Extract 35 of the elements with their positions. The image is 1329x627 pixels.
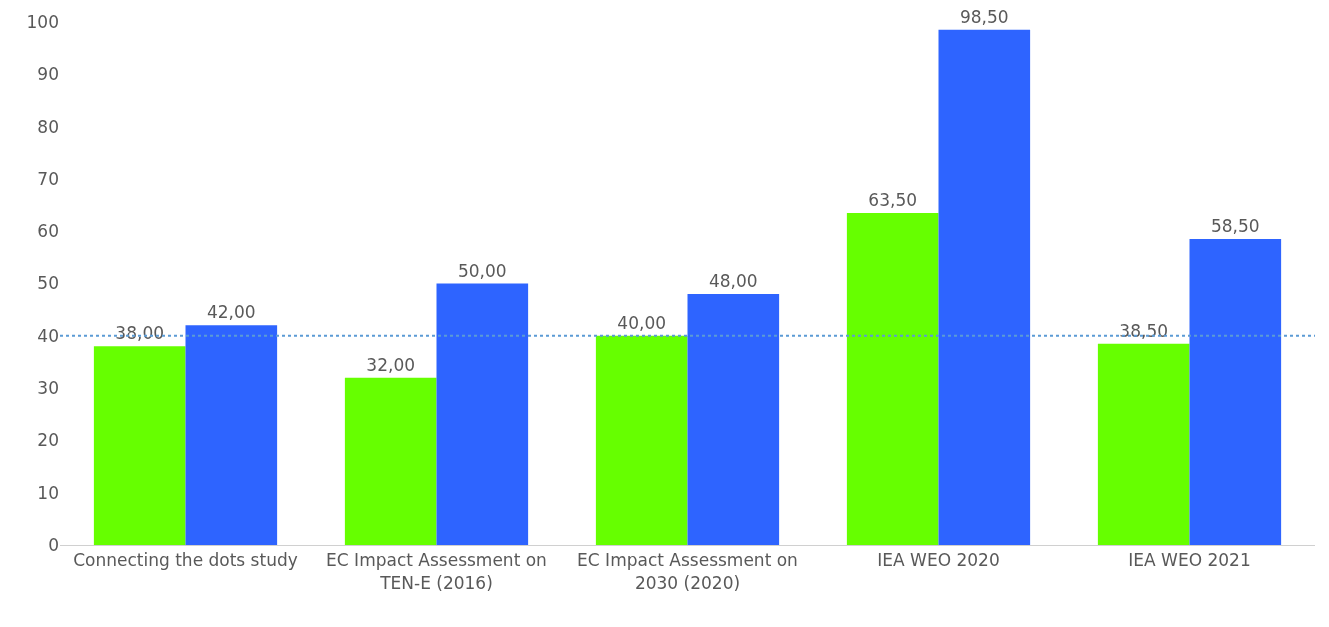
data-label: 98,50 — [959, 6, 1009, 27]
y-tick-label: 50 — [37, 273, 59, 294]
y-tick-label: 20 — [37, 430, 59, 451]
x-tick-label: Connecting the dots study — [73, 550, 298, 571]
x-tick-label: EC Impact Assessment on TEN-E (2016) — [326, 550, 547, 593]
bar — [687, 293, 780, 545]
bar — [185, 325, 278, 545]
data-label: 38,00 — [115, 323, 165, 344]
y-tick-label: 70 — [37, 168, 59, 189]
data-label: 50,00 — [457, 260, 507, 281]
x-tick-label: IEA WEO 2020 — [877, 550, 1000, 571]
y-tick-label: 90 — [37, 64, 59, 85]
bar — [846, 212, 939, 545]
y-tick-label: 60 — [37, 221, 59, 242]
x-tick-label: IEA WEO 2021 — [1128, 550, 1251, 571]
y-tick-label: 80 — [37, 116, 59, 137]
bar — [344, 377, 437, 545]
data-label: 42,00 — [206, 302, 256, 323]
data-label: 58,50 — [1210, 216, 1260, 237]
bar — [1189, 239, 1282, 545]
y-tick-label: 0 — [48, 534, 59, 555]
bar — [436, 283, 529, 545]
bar — [93, 346, 186, 545]
bar — [595, 335, 688, 545]
bar — [1097, 343, 1190, 545]
y-tick-label: 10 — [37, 482, 59, 503]
x-tick-label: EC Impact Assessment on 2030 (2020) — [577, 550, 798, 593]
y-tick-label: 30 — [37, 378, 59, 399]
bar — [938, 29, 1031, 545]
y-tick-label: 40 — [37, 325, 59, 346]
data-label: 63,50 — [868, 189, 918, 210]
data-label: 40,00 — [617, 312, 667, 333]
y-tick-label: 100 — [26, 11, 59, 32]
data-label: 48,00 — [708, 270, 758, 291]
data-label: 32,00 — [366, 354, 416, 375]
